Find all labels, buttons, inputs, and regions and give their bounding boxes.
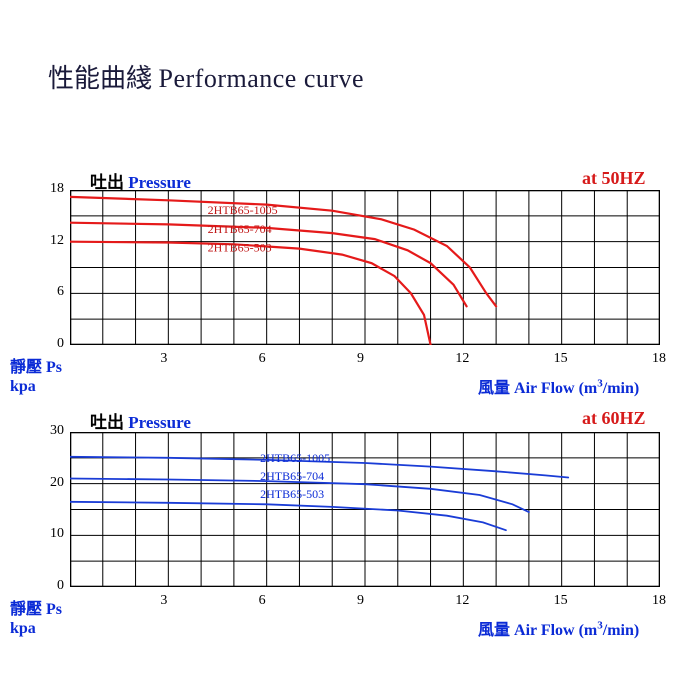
svg-text:2HTB65-1005: 2HTB65-1005 <box>208 203 278 217</box>
x-tick: 18 <box>652 593 666 609</box>
x-tick: 18 <box>652 351 666 367</box>
chart-50hz: 2HTB65-1005 2HTB65-704 2HTB65-503 <box>70 190 660 345</box>
x-tick: 15 <box>554 351 568 367</box>
y-tick: 30 <box>42 423 64 439</box>
y-tick: 6 <box>42 284 64 300</box>
y-axis-label-2: 靜壓 Ps kpa <box>10 600 62 638</box>
x-tick: 9 <box>357 593 364 609</box>
x-tick: 15 <box>554 593 568 609</box>
svg-text:2HTB65-704: 2HTB65-704 <box>260 469 324 483</box>
pressure-label-60hz: 吐出 Pressure <box>90 408 191 433</box>
title-en: Performance curve <box>159 64 365 93</box>
x-axis-label-1: 風量 Air Flow (m3/min) <box>478 374 639 398</box>
x-tick: 3 <box>160 593 167 609</box>
title-cn: 性能曲綫 <box>48 64 152 93</box>
x-tick: 3 <box>160 351 167 367</box>
x-tick: 6 <box>259 351 266 367</box>
y-tick: 10 <box>42 526 64 542</box>
x-tick: 12 <box>455 593 469 609</box>
y-tick: 18 <box>42 181 64 197</box>
x-tick: 6 <box>259 593 266 609</box>
x-tick: 9 <box>357 351 364 367</box>
chart-60hz: 2HTB65-1005 2HTB65-704 2HTB65-503 <box>70 432 660 587</box>
svg-text:2HTB65-704: 2HTB65-704 <box>208 222 272 236</box>
svg-text:2HTB65-503: 2HTB65-503 <box>260 487 324 501</box>
svg-text:2HTB65-1005: 2HTB65-1005 <box>260 451 330 465</box>
freq-label-60hz: at 60HZ <box>582 408 646 429</box>
x-axis-label-2: 風量 Air Flow (m3/min) <box>478 616 639 640</box>
x-tick: 12 <box>455 351 469 367</box>
svg-text:2HTB65-503: 2HTB65-503 <box>208 241 272 255</box>
pressure-cn-2: 吐出 <box>90 413 124 432</box>
y-tick: 0 <box>42 578 64 594</box>
page-title: 性能曲綫 Performance curve <box>48 58 364 95</box>
pressure-en-2: Pressure <box>128 413 191 432</box>
freq-label-50hz: at 50HZ <box>582 168 646 189</box>
y-tick: 12 <box>42 233 64 249</box>
y-axis-label-1: 靜壓 Ps kpa <box>10 358 62 396</box>
y-tick: 20 <box>42 475 64 491</box>
y-tick: 0 <box>42 336 64 352</box>
